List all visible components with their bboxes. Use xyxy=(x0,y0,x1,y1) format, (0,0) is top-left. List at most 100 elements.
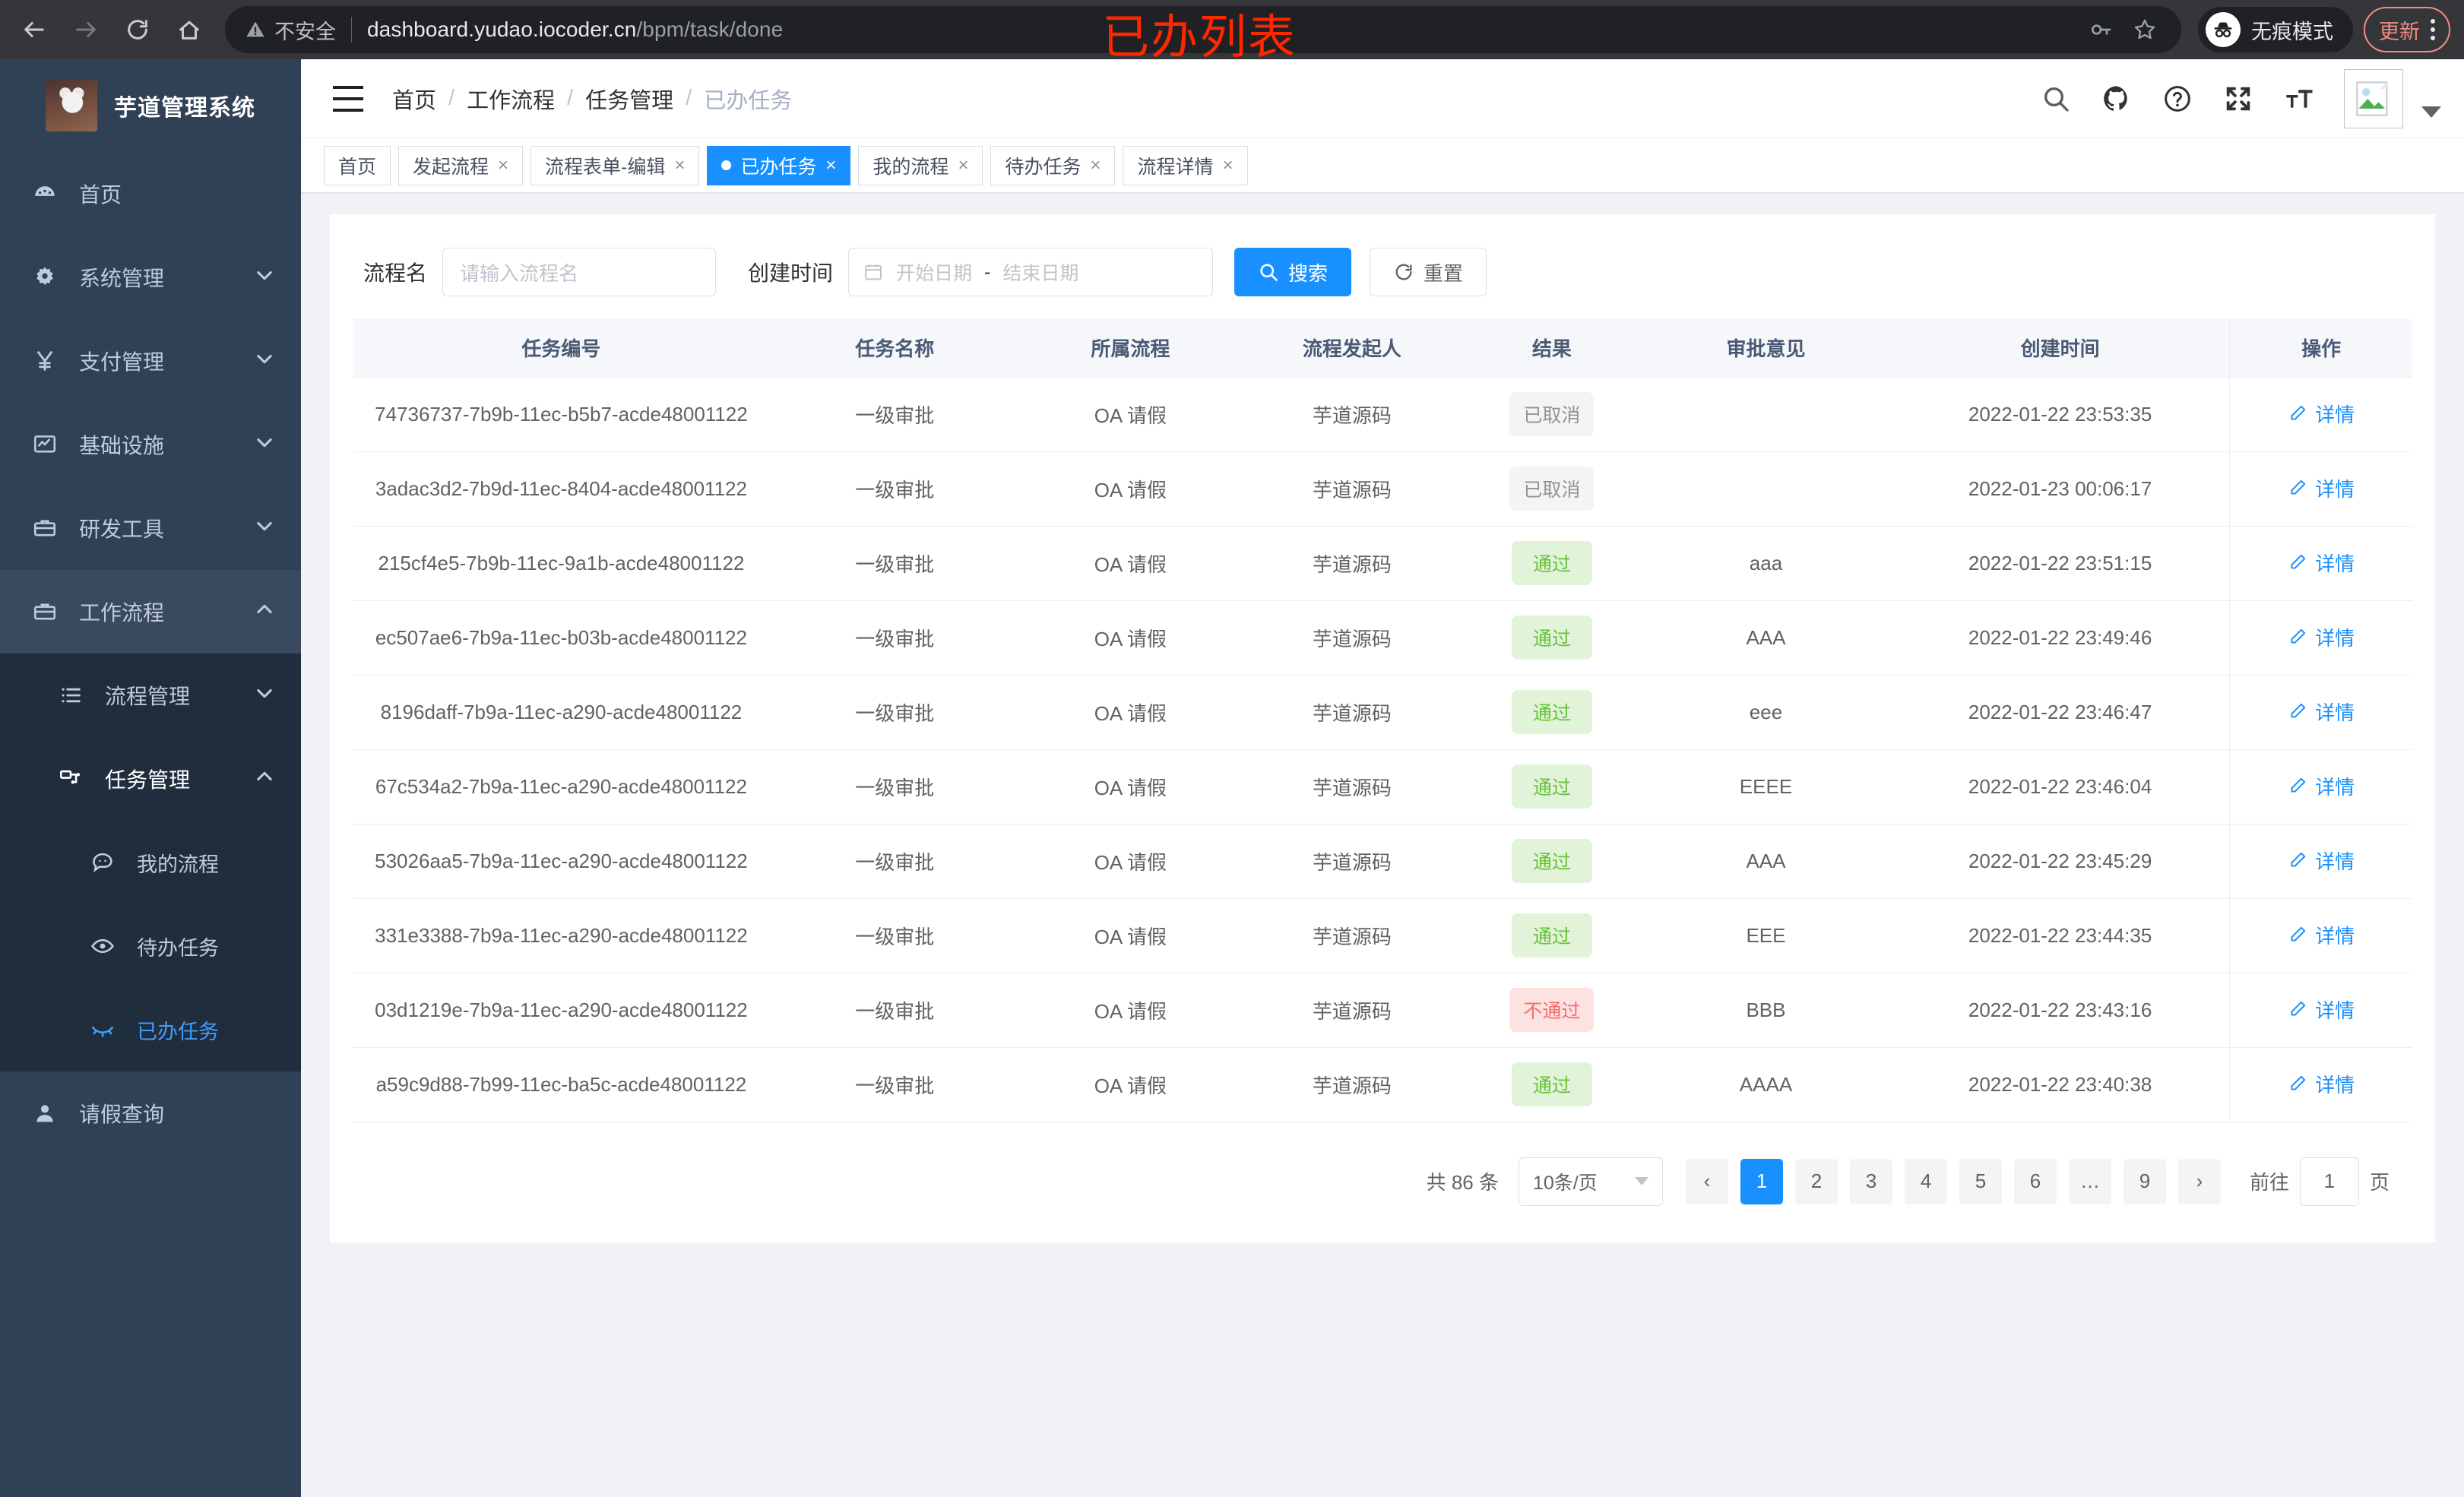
detail-button[interactable]: 详情 xyxy=(2288,474,2355,502)
chevron-up-icon xyxy=(254,599,275,625)
search-button-label: 搜索 xyxy=(1288,261,1329,285)
sidebar-item-payment[interactable]: 支付管理 xyxy=(0,319,301,403)
home-button[interactable] xyxy=(166,6,213,53)
github-icon[interactable] xyxy=(2101,83,2133,115)
tab-process-form-edit[interactable]: 流程表单-编辑 × xyxy=(530,145,700,185)
pagination-page-4[interactable]: 4 xyxy=(1904,1158,1947,1204)
cell-action: 详情 xyxy=(2229,1047,2412,1122)
cell-initiator: 芋道源码 xyxy=(1241,675,1463,750)
update-button[interactable]: 更新 xyxy=(2364,7,2450,52)
detail-button[interactable]: 详情 xyxy=(2288,921,2355,949)
cell-process: OA 请假 xyxy=(1019,526,1242,601)
sidebar-item-workflow[interactable]: 工作流程 xyxy=(0,570,301,654)
sidebar-item-system[interactable]: 系统管理 xyxy=(0,236,301,319)
page-size-select[interactable]: 10条/页 xyxy=(1518,1157,1663,1206)
tab-my-process[interactable]: 我的流程 × xyxy=(858,145,983,185)
detail-button[interactable]: 详情 xyxy=(2288,995,2355,1024)
detail-label: 详情 xyxy=(2315,924,2355,948)
cell-task-id: a59c9d88-7b99-11ec-ba5c-acde48001122 xyxy=(353,1047,770,1122)
detail-button[interactable]: 详情 xyxy=(2288,698,2355,726)
dashboard-icon xyxy=(32,181,67,207)
detail-button[interactable]: 详情 xyxy=(2288,400,2355,428)
close-icon[interactable]: × xyxy=(825,154,837,176)
sidebar-item-done-task[interactable]: 已办任务 xyxy=(0,988,301,1071)
detail-button[interactable]: 详情 xyxy=(2288,1070,2355,1098)
cell-action: 详情 xyxy=(2229,451,2412,527)
process-name-input[interactable]: 请输入流程名 xyxy=(442,248,717,296)
column-header-created-time: 创建时间 xyxy=(1890,319,2230,378)
close-icon[interactable]: × xyxy=(674,154,686,176)
detail-button[interactable]: 详情 xyxy=(2288,623,2355,651)
incognito-indicator[interactable]: 无痕模式 xyxy=(2198,7,2353,52)
tab-todo-task[interactable]: 待办任务 × xyxy=(990,145,1116,185)
sidebar-item-devtools[interactable]: 研发工具 xyxy=(0,486,301,570)
cell-action: 详情 xyxy=(2229,824,2412,899)
address-bar[interactable]: 不安全 dashboard.yudao.iocoder.cn/bpm/task/… xyxy=(225,6,2181,53)
edit-icon xyxy=(2291,853,2306,867)
tab-home[interactable]: 首页 xyxy=(324,145,391,185)
breadcrumb-item[interactable]: 工作流程 xyxy=(467,88,556,113)
back-button[interactable] xyxy=(11,6,58,53)
chrome-menu-icon[interactable] xyxy=(2431,19,2435,40)
tab-process-detail[interactable]: 流程详情 × xyxy=(1123,145,1248,185)
pagination-page-5[interactable]: 5 xyxy=(1959,1158,2002,1204)
sidebar-item-infrastructure[interactable]: 基础设施 xyxy=(0,403,301,486)
font-size-icon[interactable] xyxy=(2283,83,2315,115)
pagination-prev[interactable]: ‹ xyxy=(1685,1158,1728,1204)
pagination-next[interactable]: › xyxy=(2177,1158,2221,1204)
search-button[interactable]: 搜索 xyxy=(1234,248,1352,296)
sidebar-item-task-management[interactable]: 任务管理 xyxy=(0,737,301,821)
sidebar-toggle-icon[interactable] xyxy=(333,85,363,112)
sidebar-item-leave-query[interactable]: 请假查询 xyxy=(0,1071,301,1155)
security-indicator[interactable]: 不安全 xyxy=(245,15,336,45)
help-icon[interactable] xyxy=(2162,83,2193,115)
bookmark-star-icon[interactable] xyxy=(2133,17,2157,42)
reload-button[interactable] xyxy=(114,6,161,53)
key-icon[interactable] xyxy=(2089,17,2113,42)
tab-done-task[interactable]: 已办任务 × xyxy=(707,145,851,185)
sidebar-item-home[interactable]: 首页 xyxy=(0,152,301,236)
cell-created-time: 2022-01-22 23:45:29 xyxy=(1890,824,2230,899)
cell-initiator: 芋道源码 xyxy=(1241,377,1463,452)
chevron-down-icon xyxy=(1634,1177,1648,1185)
close-icon[interactable]: × xyxy=(1222,154,1234,176)
pagination-page-9[interactable]: 9 xyxy=(2123,1158,2166,1204)
sidebar-item-todo-task[interactable]: 待办任务 xyxy=(0,904,301,988)
avatar[interactable] xyxy=(2344,68,2403,128)
date-range-picker[interactable]: 开始日期 - 结束日期 xyxy=(848,248,1214,296)
sidebar-item-process-management[interactable]: 流程管理 xyxy=(0,654,301,737)
detail-button[interactable]: 详情 xyxy=(2288,847,2355,875)
fullscreen-icon[interactable] xyxy=(2222,83,2254,115)
detail-button[interactable]: 详情 xyxy=(2288,772,2355,800)
sidebar-logo[interactable]: 芋道管理系统 xyxy=(0,59,301,152)
column-header-task-name: 任务名称 xyxy=(769,319,1020,378)
close-icon[interactable]: × xyxy=(498,154,509,176)
detail-label: 详情 xyxy=(2315,1073,2355,1097)
cell-created-time: 2022-01-22 23:51:15 xyxy=(1890,526,2230,601)
detail-button[interactable]: 详情 xyxy=(2288,549,2355,577)
jump-input[interactable]: 1 xyxy=(2299,1157,2359,1206)
breadcrumb-item[interactable]: 首页 xyxy=(392,88,437,113)
close-icon[interactable]: × xyxy=(958,154,969,176)
pagination-page-1[interactable]: 1 xyxy=(1740,1158,1783,1204)
search-icon[interactable] xyxy=(2040,83,2072,115)
pagination-page-3[interactable]: 3 xyxy=(1849,1158,1892,1204)
table-row: 67c534a2-7b9a-11ec-a290-acde48001122 一级审批… xyxy=(353,749,2412,824)
forward-button[interactable] xyxy=(62,6,109,53)
reset-button[interactable]: 重置 xyxy=(1370,248,1487,296)
tab-label: 我的流程 xyxy=(873,156,949,178)
cell-created-time: 2022-01-22 23:44:35 xyxy=(1890,898,2230,973)
pagination-page-6[interactable]: 6 xyxy=(2013,1158,2057,1204)
tab-start-process[interactable]: 发起流程 × xyxy=(398,145,524,185)
breadcrumb-item[interactable]: 任务管理 xyxy=(585,88,674,113)
edit-icon xyxy=(2291,778,2306,793)
sidebar-item-label: 首页 xyxy=(79,183,122,207)
cell-task-name: 一级审批 xyxy=(769,377,1020,452)
detail-label: 详情 xyxy=(2315,701,2355,724)
cell-initiator: 芋道源码 xyxy=(1241,973,1463,1048)
pagination-page-2[interactable]: 2 xyxy=(1794,1158,1838,1204)
chevron-down-icon[interactable] xyxy=(2421,106,2441,118)
sidebar-item-my-process[interactable]: 我的流程 xyxy=(0,821,301,904)
pagination-ellipsis[interactable]: … xyxy=(2068,1158,2111,1204)
close-icon[interactable]: × xyxy=(1090,154,1101,176)
